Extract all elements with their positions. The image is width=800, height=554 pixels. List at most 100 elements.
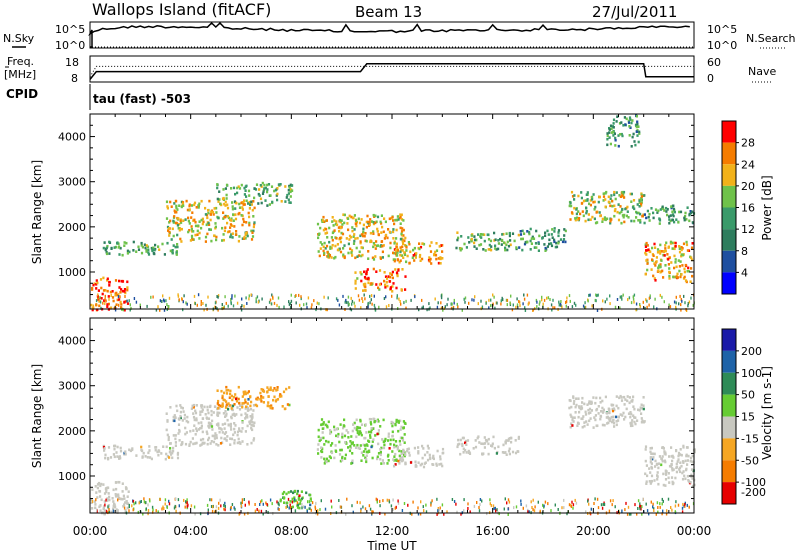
heatmap-cell [224, 501, 226, 505]
heatmap-cell [172, 434, 175, 437]
heatmap-cell [353, 444, 356, 447]
heatmap-cell [274, 399, 277, 403]
heatmap-cell [574, 411, 577, 414]
heatmap-cell [553, 227, 556, 230]
heatmap-cell [360, 272, 363, 276]
heatmap-cell [570, 422, 573, 425]
heatmap-cell [219, 442, 223, 445]
heatmap-cell [438, 245, 441, 248]
heatmap-cell [142, 512, 144, 516]
heatmap-cell [630, 145, 633, 148]
heatmap-cell [652, 502, 654, 506]
heatmap-cell [582, 199, 586, 203]
heatmap-cell [351, 216, 354, 220]
heatmap-cell [673, 220, 676, 224]
heatmap-cell [376, 230, 379, 233]
heatmap-cell [690, 296, 692, 300]
heatmap-cell [266, 204, 269, 207]
heatmap-cell [382, 440, 385, 444]
heatmap-cell [168, 296, 171, 300]
heatmap-cell [169, 406, 172, 409]
heatmap-cell [155, 509, 157, 513]
heatmap-cell [488, 298, 490, 302]
heatmap-cell [668, 481, 671, 484]
heatmap-cell [392, 421, 395, 425]
heatmap-cell [320, 418, 324, 421]
heatmap-cell [479, 498, 482, 501]
heatmap-cell [135, 454, 138, 457]
heatmap-cell [179, 410, 182, 414]
heatmap-cell [573, 194, 576, 197]
heatmap-cell [371, 302, 373, 306]
heatmap-cell [387, 459, 390, 462]
heatmap-cell [500, 243, 503, 246]
heatmap-cell [266, 390, 269, 393]
heatmap-cell [235, 201, 238, 205]
heatmap-cell [633, 293, 636, 297]
heatmap-cell [609, 204, 612, 208]
heatmap-cell [601, 423, 604, 427]
heatmap-cell [204, 206, 207, 210]
heatmap-cell [401, 240, 404, 244]
heatmap-cell [680, 298, 682, 301]
heatmap-cell [222, 217, 225, 220]
heatmap-cell [140, 241, 143, 245]
heatmap-cell [329, 247, 332, 250]
heatmap-cell [95, 279, 98, 282]
heatmap-cell [110, 306, 113, 310]
heatmap-cell [186, 302, 188, 306]
heatmap-cell [360, 254, 363, 258]
heatmap-cell [170, 205, 173, 208]
heatmap-cell [668, 256, 671, 260]
heatmap-cell [170, 238, 173, 241]
heatmap-cell [646, 474, 649, 478]
heatmap-cell [659, 502, 661, 506]
power-y-axis-label: Slant Range [km] [30, 160, 44, 264]
heatmap-cell [236, 430, 240, 434]
heatmap-cell [220, 389, 223, 393]
heatmap-cell [473, 241, 476, 245]
heatmap-cell [680, 303, 682, 307]
heatmap-cell [392, 282, 395, 285]
heatmap-cell [617, 419, 620, 422]
heatmap-cell [630, 219, 633, 223]
heatmap-cell [245, 415, 248, 418]
heatmap-cell [124, 452, 127, 456]
heatmap-cell [246, 234, 249, 238]
heatmap-cell [639, 304, 641, 308]
heatmap-cell [588, 202, 591, 206]
heatmap-cell [614, 197, 617, 201]
heatmap-cell [253, 421, 256, 425]
heatmap-cell [176, 409, 179, 413]
heatmap-cell [494, 506, 496, 510]
heatmap-cell [330, 236, 333, 239]
heatmap-cell [219, 202, 222, 206]
heatmap-cell [252, 409, 255, 412]
heatmap-cell [215, 436, 218, 440]
heatmap-cell [374, 308, 377, 312]
heatmap-cell [294, 509, 297, 513]
heatmap-cell [668, 270, 671, 274]
heatmap-cell [362, 223, 365, 227]
heatmap-cell [299, 499, 302, 502]
heatmap-cell [369, 218, 372, 221]
heatmap-cell [483, 442, 487, 445]
heatmap-cell [640, 202, 643, 206]
heatmap-cell [653, 452, 656, 456]
heatmap-cell [145, 507, 147, 511]
heatmap-cell [494, 247, 497, 250]
heatmap-cell [609, 219, 612, 223]
heatmap-cell [456, 231, 459, 234]
heatmap-cell [232, 219, 235, 222]
heatmap-cell [391, 290, 394, 293]
heatmap-cell [520, 502, 522, 506]
heatmap-cell [367, 449, 370, 453]
heatmap-cell [656, 471, 659, 474]
heatmap-cell [621, 509, 623, 513]
heatmap-cell [174, 199, 177, 203]
heatmap-cell [661, 295, 663, 299]
heatmap-cell [414, 254, 417, 257]
heatmap-cell [296, 492, 299, 496]
heatmap-cell [582, 214, 585, 218]
heatmap-cell [687, 304, 689, 308]
